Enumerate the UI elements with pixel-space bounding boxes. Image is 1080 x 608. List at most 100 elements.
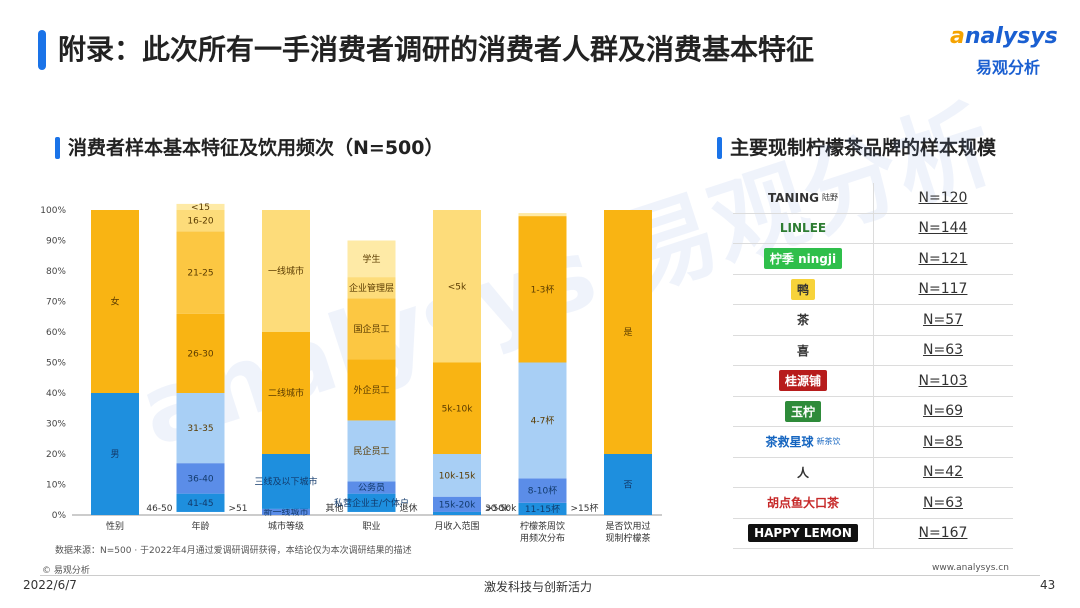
x-category-label: 月收入范围 (434, 520, 479, 532)
brand-logo: 玉柠 (733, 396, 874, 426)
segment-label: <5k (448, 282, 467, 292)
y-tick-label: 80% (46, 267, 66, 277)
left-section-title: 消费者样本基本特征及饮用频次（N=500） (68, 137, 444, 159)
bar-segment (347, 359, 396, 421)
brand-sample-size: N=85 (922, 433, 964, 450)
brand-sample-table: TANING 陆野 N=120 LINLEE N=144 柠季 ningji N=121 鸭 N… (733, 183, 1013, 549)
brand-sample-size: N=103 (918, 372, 968, 389)
brand-logo: HAPPY LEMON (733, 518, 874, 548)
brand-sample-size: N=42 (922, 464, 964, 481)
brand-logo: 喜 (733, 335, 874, 365)
bar-segment (433, 454, 481, 497)
bar-segment (91, 393, 139, 515)
brand-row: 鸭 N=117 (733, 274, 1013, 305)
brand-row: 胡点鱼大口茶 N=63 (733, 488, 1013, 519)
segment-label: 15k-20k (439, 500, 476, 510)
logo-english: analysys (950, 24, 1058, 49)
bar-segment (347, 420, 396, 482)
y-tick-label: 90% (46, 237, 66, 247)
brand-name: 桂源铺 (778, 370, 827, 392)
y-tick-label: 40% (46, 389, 66, 399)
brand-row: LINLEE N=144 (733, 213, 1013, 244)
segment-label: 41-45 (187, 499, 213, 509)
bar-segment (176, 203, 225, 210)
brand-name: LINLEE (779, 221, 827, 236)
brand-name: TANING (768, 190, 819, 205)
y-tick-label: 60% (46, 328, 66, 338)
bar-segment (518, 362, 567, 479)
bar-segment (433, 511, 481, 515)
y-tick-label: 20% (46, 450, 66, 460)
brand-sub-name: 新茶饮 (816, 437, 841, 447)
segment-label: 8-10杯 (528, 485, 557, 497)
bar-segment (176, 313, 225, 393)
brand-row: 桂源铺 N=103 (733, 366, 1013, 397)
segment-label: 21-25 (187, 269, 213, 279)
brand-row: 茶 N=57 (733, 305, 1013, 336)
x-category-label: 性别 (106, 520, 124, 532)
brand-sample-size: N=69 (922, 403, 964, 420)
x-category-label: 柠檬茶周饮 (520, 520, 565, 532)
brand-name: 人 (796, 465, 809, 480)
brand-logo: 柠季 ningji (733, 244, 874, 274)
page-number: 43 (1040, 578, 1056, 592)
x-category-label: 职业 (362, 521, 380, 532)
brand-logo: LINLEE (733, 213, 874, 243)
bar-segment (347, 240, 396, 278)
page-title: 附录：此次所有一手消费者调研的消费者人群及消费基本特征 (58, 33, 815, 66)
x-category-label: 现制柠檬茶 (605, 532, 650, 544)
bar-segment (176, 463, 225, 494)
y-tick-label: 30% (46, 420, 66, 430)
bar-segment (433, 496, 481, 512)
y-tick-label: 50% (46, 359, 66, 369)
bar-segment (347, 277, 396, 299)
segment-label: 三线及以下城市 (254, 475, 317, 487)
segment-label: 私营企业主/个体户 (334, 497, 409, 509)
bar-segment (176, 393, 225, 464)
segment-label: 公务员 (358, 482, 385, 494)
right-section-title: 主要现制柠檬茶品牌的样本规模 (730, 137, 997, 159)
y-tick-label: 0% (52, 511, 67, 521)
brand-row: 人 N=42 (733, 457, 1013, 488)
y-tick-label: 100% (40, 206, 66, 216)
bar-segment (262, 508, 310, 515)
x-category-label: 是否饮用过 (605, 520, 650, 532)
brand-name: 鸭 (790, 278, 815, 300)
segment-label: 学生 (362, 253, 380, 265)
bar-segment (604, 210, 652, 454)
analysys-logo: analysys 易观分析 (950, 24, 1062, 80)
bar-segment (347, 493, 396, 512)
brand-sample-size: N=144 (918, 220, 968, 237)
brand-sample-size: N=117 (918, 281, 968, 298)
segment-label: 女 (110, 296, 119, 308)
logo-letter-a: a (950, 24, 965, 49)
outside-segment-label: >50k (485, 504, 510, 514)
data-source-note: 数据来源：N=500 · 于2022年4月通过爱调研调研获得，本结论仅为本次调研… (55, 546, 412, 556)
brand-sample-size: N=167 (918, 525, 968, 542)
brand-row: 玉柠 N=69 (733, 396, 1013, 427)
brand-sample-size: N=121 (918, 250, 968, 267)
outside-segment-label: 46-50 (146, 504, 172, 514)
brand-name: 茶 (796, 313, 809, 328)
bar-segment (518, 216, 567, 363)
segment-label: 一线城市 (268, 265, 304, 277)
segment-label: 1-3杯 (531, 283, 555, 295)
right-section-accent (717, 137, 722, 159)
bar-segment (262, 210, 310, 332)
brand-sub-name: 陆野 (821, 193, 838, 203)
bar-segment (262, 454, 310, 509)
segment-label: 男 (110, 449, 119, 460)
brand-name: 喜 (796, 343, 809, 358)
footer-date: 2022/6/7 (23, 578, 77, 592)
bar-segment (518, 213, 567, 217)
brand-sample-size: N=63 (922, 494, 964, 511)
bar-segment (176, 210, 225, 232)
logo-english-text: nalysys (964, 24, 1058, 49)
bar-segment (91, 210, 139, 393)
brand-row: HAPPY LEMON N=167 (733, 518, 1013, 549)
segment-label: 4-7杯 (531, 414, 555, 426)
segment-label: 民企员工 (353, 445, 389, 457)
x-category-label: 年龄 (191, 520, 209, 532)
brand-logo: TANING 陆野 (733, 183, 874, 213)
segment-label: 否 (623, 480, 632, 491)
